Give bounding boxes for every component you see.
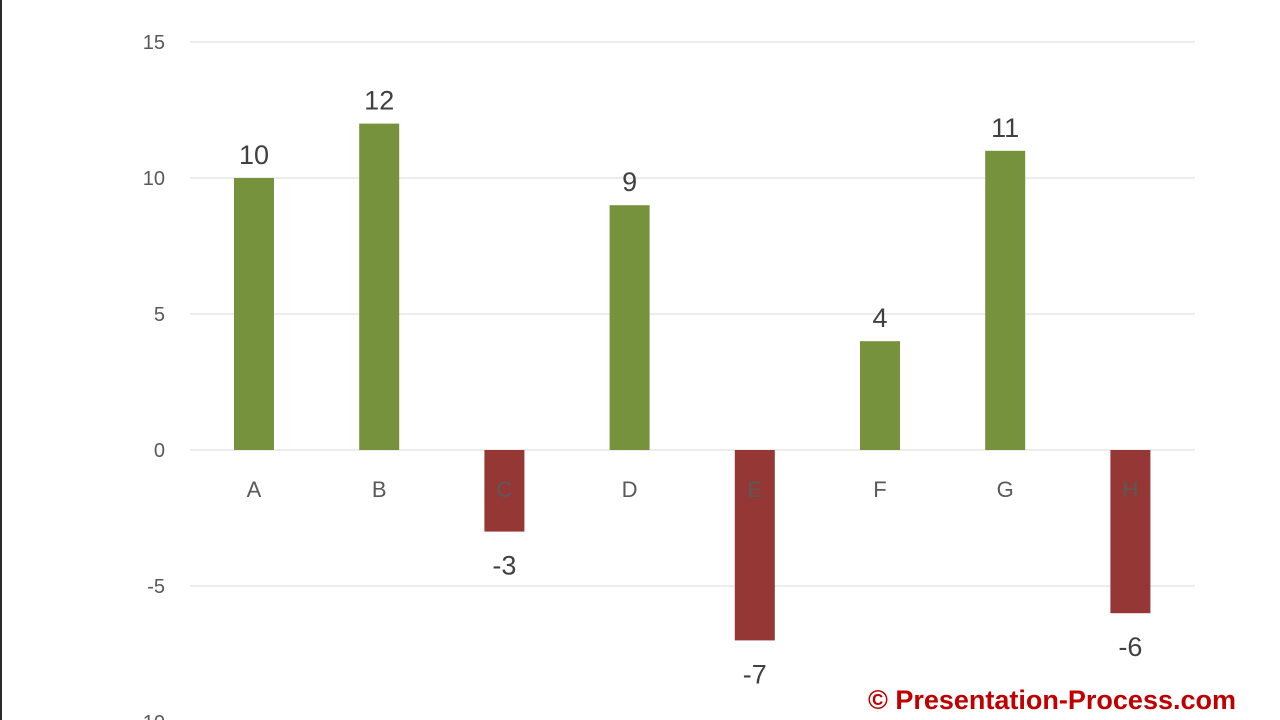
category-label: G [997, 477, 1014, 502]
bars [234, 123, 1151, 641]
y-tick-label: 15 [143, 32, 165, 54]
slide-left-border [0, 0, 2, 720]
bar-f [860, 341, 900, 450]
category-label: D [622, 477, 638, 502]
y-tick-label: -5 [147, 576, 165, 598]
y-tick-label: 0 [154, 440, 165, 462]
data-labels: 10 12 -3 9 -7 4 11 -6 [239, 86, 1142, 690]
bar-g [985, 150, 1026, 451]
category-label: C [496, 477, 512, 502]
y-axis-tick-labels: 15 10 5 0 -5 -10 [136, 32, 165, 720]
bar-h [1110, 450, 1151, 614]
data-label: -6 [1118, 632, 1142, 662]
copyright-watermark: © Presentation-Process.com [867, 685, 1236, 715]
data-label: 4 [872, 303, 887, 333]
bar-d [609, 205, 650, 450]
bar-e [734, 450, 775, 641]
bar-a [234, 178, 274, 450]
data-label: 12 [364, 86, 394, 116]
x-axis-category-labels: A B C D E F G H [247, 477, 1139, 502]
data-label: -3 [492, 551, 516, 581]
category-label: F [873, 477, 886, 502]
data-label: 10 [239, 140, 269, 170]
category-label: B [372, 477, 387, 502]
data-label: 9 [622, 167, 637, 197]
data-label: -7 [743, 659, 767, 689]
bar-c [484, 450, 525, 532]
bar-b [359, 123, 400, 450]
category-label: H [1122, 477, 1138, 502]
y-tick-label: 10 [143, 168, 165, 190]
y-tick-label: 5 [154, 304, 165, 326]
category-label: A [247, 477, 262, 502]
y-tick-label: -10 [136, 712, 165, 720]
gridlines [190, 41, 1195, 587]
data-label: 11 [991, 113, 1019, 143]
category-label: E [747, 477, 762, 502]
